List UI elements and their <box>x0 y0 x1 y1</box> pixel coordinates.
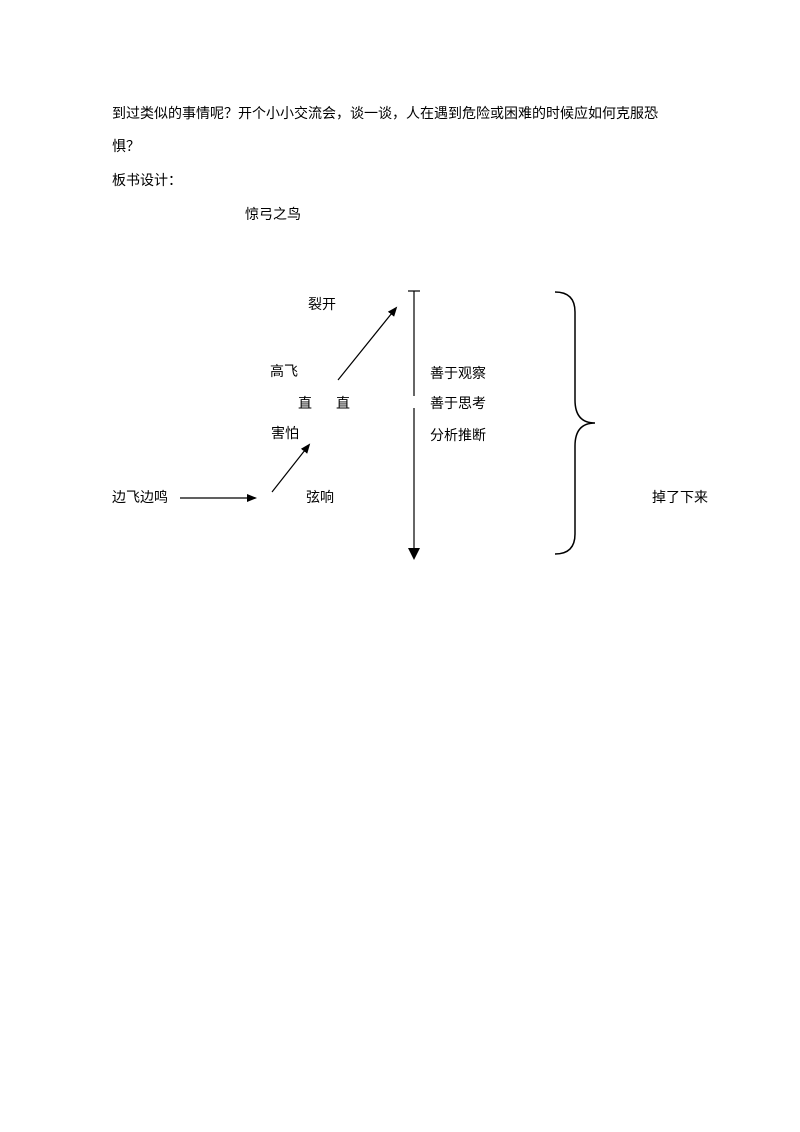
right-brace <box>555 292 595 554</box>
diagram-svg <box>0 0 800 1132</box>
vertical-arrowhead <box>408 548 420 560</box>
arrow-diag-high <box>338 308 396 380</box>
arrow-diag-low <box>272 445 309 492</box>
page: 到过类似的事情呢？开个小小交流会，谈一谈，人在遇到危险或困难的时候应如何克服恐 … <box>0 0 800 1132</box>
